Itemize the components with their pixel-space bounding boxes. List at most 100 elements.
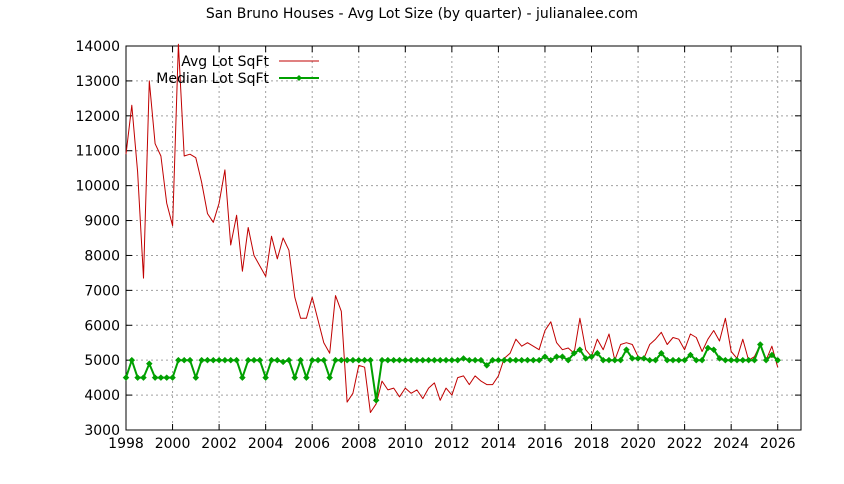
median-lot-sqft-point — [227, 356, 235, 364]
median-lot-sqft-point — [337, 356, 345, 364]
axes: 3000 4000 5000 6000 7000 8000 9000 10000 11000 12… — [75, 39, 801, 452]
median-lot-sqft-point — [681, 356, 688, 364]
median-lot-sqft-point — [355, 356, 363, 364]
median-lot-sqft-point — [495, 356, 502, 364]
median-lot-sqft-point — [407, 356, 415, 364]
x-tick-label: 2002 — [201, 436, 237, 452]
median-lot-sqft-point — [692, 356, 700, 364]
y-tick-label: 10000 — [75, 179, 120, 195]
median-lot-sqft-point — [425, 356, 432, 364]
median-lot-sqft-point — [710, 346, 718, 354]
median-lot-sqft-point — [268, 356, 275, 364]
median-lot-sqft-point — [652, 356, 659, 364]
median-lot-sqft-point — [762, 356, 770, 364]
median-lot-sqft-point — [599, 356, 607, 364]
median-lot-sqft-point — [541, 353, 549, 361]
median-lot-sqft-point — [460, 355, 467, 362]
median-lot-sqft-point — [739, 356, 747, 364]
median-lot-sqft-point — [768, 351, 776, 359]
y-tick-label: 6000 — [84, 318, 120, 334]
median-lot-sqft-point — [157, 374, 165, 381]
median-lot-sqft-point — [646, 356, 654, 364]
median-lot-sqft-point — [634, 355, 642, 362]
median-lot-sqft-point — [576, 346, 584, 354]
legend-label-avg-lot-sqft: Avg Lot SqFt — [181, 54, 269, 70]
median-lot-sqft-point — [297, 356, 304, 364]
median-lot-sqft-point — [512, 356, 520, 364]
y-tick-label: 11000 — [75, 144, 120, 160]
x-tick-label: 2016 — [527, 436, 563, 452]
x-tick-label: 2010 — [387, 436, 423, 452]
median-lot-sqft-point — [401, 356, 409, 364]
median-lot-sqft-point — [378, 356, 386, 364]
median-lot-sqft-point — [332, 356, 339, 364]
median-lot-sqft-point — [570, 349, 578, 357]
median-lot-sqft-point — [175, 356, 182, 364]
median-lot-sqft-point — [221, 356, 229, 364]
median-lot-sqft-point — [547, 356, 555, 364]
x-tick-label: 2022 — [667, 436, 703, 452]
median-lot-sqft-point — [733, 356, 741, 364]
median-lot-sqft-point — [419, 356, 427, 364]
median-lot-sqft-point — [320, 356, 328, 364]
median-lot-sqft-point — [233, 356, 240, 364]
median-lot-sqft-point — [657, 349, 665, 357]
x-tick-label: 2000 — [155, 436, 191, 452]
x-tick-label: 2012 — [434, 436, 470, 452]
median-lot-sqft-point — [605, 356, 613, 364]
median-lot-sqft-point — [465, 356, 473, 364]
median-lot-sqft-point — [384, 356, 392, 364]
series-layer — [122, 43, 782, 413]
y-tick-label: 3000 — [84, 423, 120, 439]
median-lot-sqft-point — [285, 356, 293, 364]
median-lot-sqft-point — [727, 356, 735, 364]
median-lot-sqft-point — [140, 374, 147, 381]
median-lot-sqft-point — [611, 356, 619, 364]
median-lot-sqft-point — [588, 353, 595, 361]
median-lot-sqft-point — [128, 356, 136, 364]
y-tick-label: 13000 — [75, 74, 120, 90]
median-lot-sqft-point — [192, 374, 200, 381]
median-lot-sqft-point — [593, 349, 601, 357]
y-tick-label: 12000 — [75, 109, 120, 125]
median-lot-sqft-point — [372, 396, 380, 404]
median-lot-sqft-point — [698, 356, 706, 364]
chart-title: San Bruno Houses - Avg Lot Size (by quar… — [206, 6, 638, 22]
grid — [126, 46, 801, 430]
median-lot-sqft-point — [169, 374, 176, 381]
x-tick-label: 2024 — [713, 436, 749, 452]
median-lot-sqft-point — [553, 353, 560, 361]
median-lot-sqft-point — [308, 356, 316, 364]
x-tick-label: 2004 — [248, 436, 284, 452]
median-lot-sqft-point — [448, 356, 456, 364]
median-lot-sqft-point — [704, 344, 712, 352]
median-lot-sqft-point — [524, 356, 531, 364]
median-lot-sqft-point — [303, 374, 310, 381]
median-lot-sqft-point — [198, 356, 206, 364]
median-lot-sqft-point — [186, 356, 194, 364]
median-lot-sqft-point — [477, 356, 485, 364]
median-lot-sqft-point — [215, 356, 223, 364]
median-lot-sqft-point — [529, 356, 537, 364]
x-tick-label: 2018 — [574, 436, 610, 452]
median-lot-sqft-point — [279, 358, 287, 366]
median-lot-sqft-point — [431, 356, 438, 364]
x-tick-label: 2006 — [294, 436, 330, 452]
median-lot-sqft-point — [716, 355, 723, 362]
median-lot-sqft-point — [291, 374, 299, 381]
median-lot-sqft-point — [564, 356, 572, 364]
x-tick-label: 2026 — [760, 436, 796, 452]
median-lot-sqft-point — [454, 356, 462, 364]
median-lot-sqft-point — [623, 346, 630, 354]
median-lot-sqft-point — [628, 355, 636, 362]
median-lot-sqft-point — [471, 356, 479, 364]
median-lot-sqft-point — [326, 374, 334, 381]
median-lot-sqft-point — [617, 356, 624, 364]
y-tick-label: 4000 — [84, 388, 120, 404]
median-lot-sqft-point — [256, 356, 264, 364]
median-lot-sqft-point — [367, 356, 374, 364]
median-lot-sqft-point — [122, 374, 130, 381]
